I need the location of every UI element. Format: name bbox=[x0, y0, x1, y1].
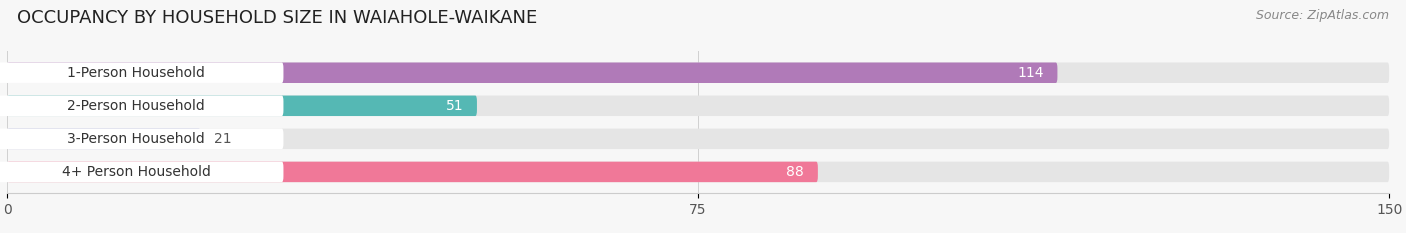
FancyBboxPatch shape bbox=[7, 162, 1389, 182]
FancyBboxPatch shape bbox=[7, 96, 477, 116]
Text: Source: ZipAtlas.com: Source: ZipAtlas.com bbox=[1256, 9, 1389, 22]
FancyBboxPatch shape bbox=[0, 162, 284, 182]
FancyBboxPatch shape bbox=[0, 129, 284, 149]
Text: 4+ Person Household: 4+ Person Household bbox=[62, 165, 211, 179]
FancyBboxPatch shape bbox=[0, 62, 284, 83]
FancyBboxPatch shape bbox=[7, 162, 818, 182]
Text: 88: 88 bbox=[786, 165, 804, 179]
Text: 51: 51 bbox=[446, 99, 463, 113]
FancyBboxPatch shape bbox=[7, 96, 1389, 116]
Text: OCCUPANCY BY HOUSEHOLD SIZE IN WAIAHOLE-WAIKANE: OCCUPANCY BY HOUSEHOLD SIZE IN WAIAHOLE-… bbox=[17, 9, 537, 27]
Text: 21: 21 bbox=[214, 132, 232, 146]
FancyBboxPatch shape bbox=[7, 129, 201, 149]
Text: 2-Person Household: 2-Person Household bbox=[67, 99, 205, 113]
FancyBboxPatch shape bbox=[7, 129, 1389, 149]
FancyBboxPatch shape bbox=[7, 62, 1389, 83]
FancyBboxPatch shape bbox=[7, 62, 1057, 83]
Text: 114: 114 bbox=[1017, 66, 1043, 80]
FancyBboxPatch shape bbox=[0, 96, 284, 116]
Text: 1-Person Household: 1-Person Household bbox=[67, 66, 205, 80]
Text: 3-Person Household: 3-Person Household bbox=[67, 132, 205, 146]
